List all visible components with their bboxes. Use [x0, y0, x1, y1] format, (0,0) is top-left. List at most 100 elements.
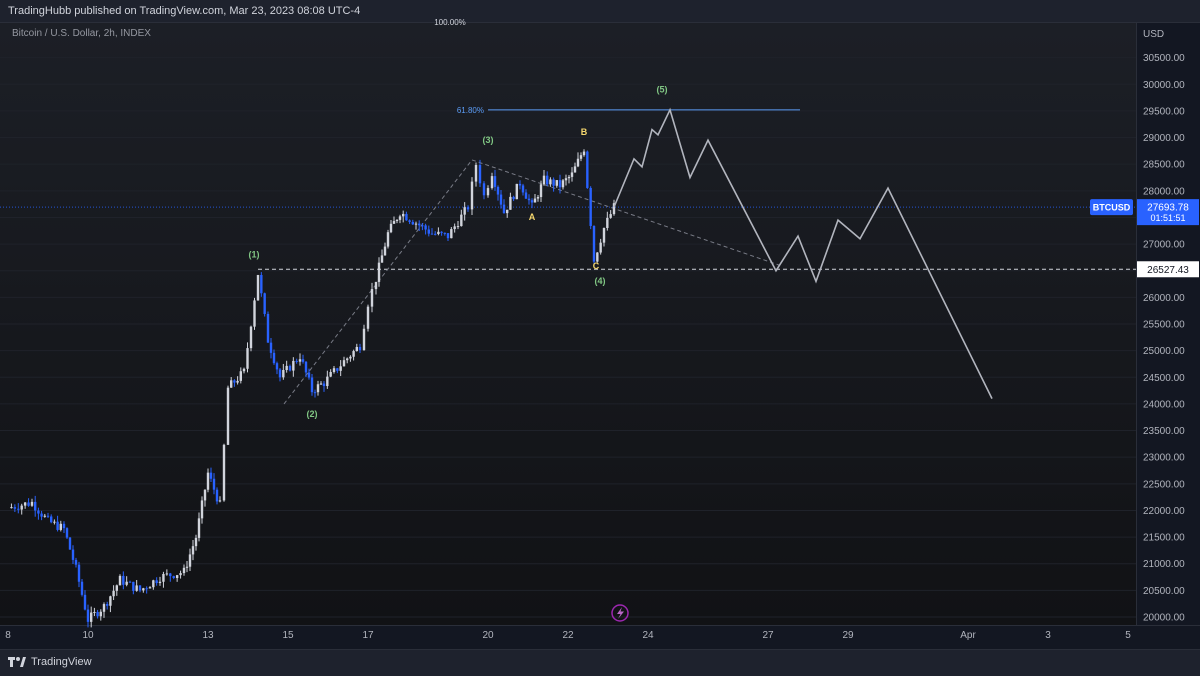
- candle-body: [13, 507, 17, 509]
- axis-currency-label: USD: [1143, 29, 1164, 40]
- candle-body: [453, 226, 456, 230]
- y-tick-label: 22000.00: [1143, 506, 1185, 517]
- candle-body: [414, 223, 418, 225]
- candle-body: [342, 360, 346, 367]
- price-axis[interactable]: [1136, 23, 1200, 625]
- candle-body: [298, 359, 302, 362]
- candle-body: [128, 581, 132, 583]
- candle-body: [570, 172, 574, 177]
- candle-body: [17, 508, 20, 510]
- trendline: [283, 159, 473, 405]
- candle-body: [215, 489, 219, 502]
- candle-body: [226, 387, 230, 445]
- candle-body: [40, 513, 43, 517]
- wave-labels-layer: (1) (2) (3) (4) (5) A B C: [249, 84, 668, 419]
- candle-body: [86, 609, 90, 622]
- countdown-value: 01:51:51: [1150, 213, 1185, 223]
- candle-body: [115, 585, 118, 591]
- candle-body: [282, 370, 285, 378]
- y-tick-label: 29500.00: [1143, 106, 1185, 117]
- candle-body: [278, 369, 282, 378]
- candle-body: [165, 573, 169, 575]
- candle-body: [466, 207, 470, 210]
- candle-body: [310, 377, 314, 393]
- y-tick-label: 25500.00: [1143, 320, 1185, 331]
- level-badge: [1137, 261, 1199, 278]
- x-tick-labels: 8 10 13 15 17 20 22 24 27 29 Apr 3 5: [5, 630, 1131, 641]
- candle-body: [253, 300, 256, 327]
- candle-body: [23, 502, 27, 506]
- x-tick-label: 15: [282, 630, 294, 641]
- lightning-icon[interactable]: [611, 604, 629, 622]
- candle-body: [162, 574, 165, 582]
- y-tick-label: 26000.00: [1143, 293, 1185, 304]
- candle-body: [109, 596, 112, 606]
- candle-body: [402, 213, 405, 217]
- candle-body: [118, 575, 122, 586]
- wave-label: (1): [249, 249, 260, 259]
- candle-body: [148, 587, 152, 589]
- candle-body: [424, 225, 427, 230]
- candle-body: [59, 523, 62, 530]
- candle-body: [456, 226, 460, 228]
- y-tick-label: 28000.00: [1143, 186, 1185, 197]
- candle-body: [352, 351, 355, 357]
- y-tick-label: 24500.00: [1143, 373, 1185, 384]
- x-tick-label: 17: [362, 630, 374, 641]
- y-tick-label: 30500.00: [1143, 53, 1185, 64]
- candle-body: [175, 575, 179, 579]
- candle-body: [326, 376, 329, 387]
- candle-body: [576, 158, 580, 167]
- candle-body: [408, 220, 411, 222]
- candle-body: [329, 372, 332, 377]
- candle-body: [589, 187, 592, 226]
- candle-body: [346, 358, 349, 361]
- y-tick-label: 21500.00: [1143, 533, 1185, 544]
- candle-body: [567, 176, 571, 179]
- candle-body: [602, 228, 606, 243]
- candle-body: [573, 166, 577, 173]
- candle-body: [230, 380, 233, 388]
- candle-body: [490, 176, 494, 189]
- x-tick-label: Apr: [960, 630, 976, 641]
- wave-label: (3): [483, 135, 494, 145]
- candle-body: [285, 365, 288, 371]
- candle-body: [295, 360, 298, 362]
- candle-body: [188, 554, 192, 567]
- projection-path: [613, 107, 993, 399]
- candle-body: [272, 352, 276, 364]
- candle-body: [90, 612, 93, 622]
- candle-body: [158, 581, 162, 584]
- wave-label: (5): [657, 84, 668, 94]
- candle-body: [349, 356, 352, 359]
- candle-body: [242, 368, 246, 372]
- candle-body: [430, 233, 434, 235]
- candle-body: [549, 179, 552, 185]
- candle-body: [99, 611, 102, 617]
- candle-body: [437, 231, 440, 235]
- wave-label: B: [581, 127, 588, 137]
- trendline: [471, 159, 781, 266]
- candle-body: [527, 198, 531, 201]
- tradingview-logo-icon: [8, 657, 26, 667]
- candle-body: [34, 501, 37, 511]
- wave-label: (4): [595, 276, 606, 286]
- brand[interactable]: TradingView: [8, 656, 92, 668]
- candle-body: [319, 383, 323, 385]
- time-axis[interactable]: [0, 625, 1200, 650]
- candle-body: [374, 281, 378, 290]
- candle-body: [102, 604, 106, 612]
- candle-body: [83, 594, 87, 610]
- x-tick-label: 22: [562, 630, 574, 641]
- y-tick-label: 20000.00: [1143, 613, 1185, 624]
- symbol-badge: [1090, 199, 1133, 216]
- candle-body: [106, 604, 109, 606]
- candle-body: [212, 478, 216, 490]
- candle-body: [233, 380, 236, 383]
- publish-info: TradingHubb published on TradingView.com…: [8, 5, 361, 17]
- candle-body: [263, 293, 266, 314]
- y-tick-label: 27000.00: [1143, 240, 1185, 251]
- candle-body: [301, 359, 305, 362]
- current-price-badge: [1137, 199, 1199, 226]
- candle-body: [561, 180, 565, 188]
